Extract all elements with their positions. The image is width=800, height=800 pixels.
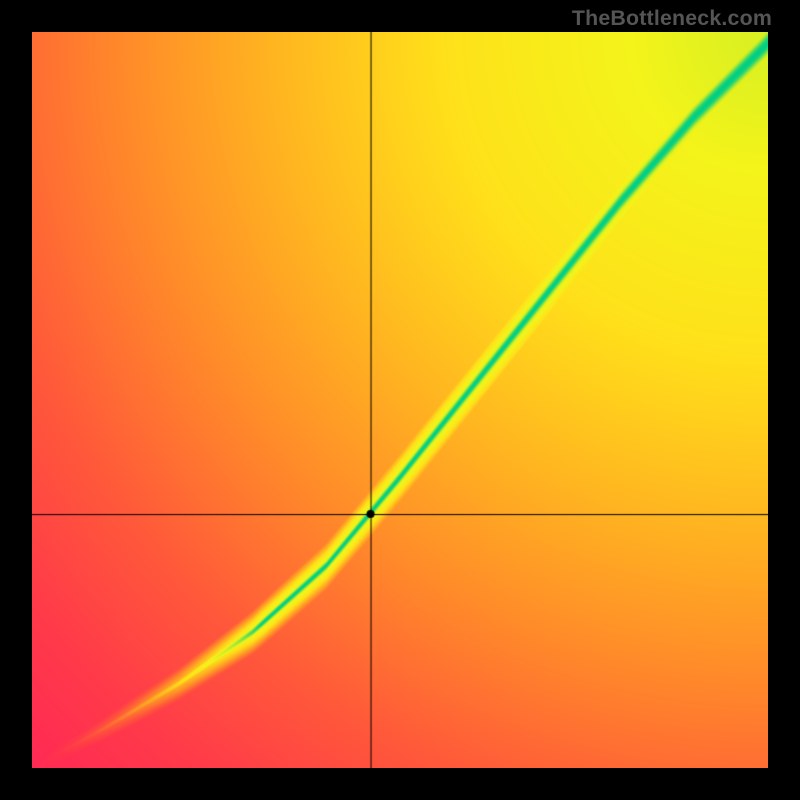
heatmap-canvas [32,32,768,768]
plot-area [32,32,768,768]
chart-frame: TheBottleneck.com [0,0,800,800]
watermark-text: TheBottleneck.com [572,6,772,31]
